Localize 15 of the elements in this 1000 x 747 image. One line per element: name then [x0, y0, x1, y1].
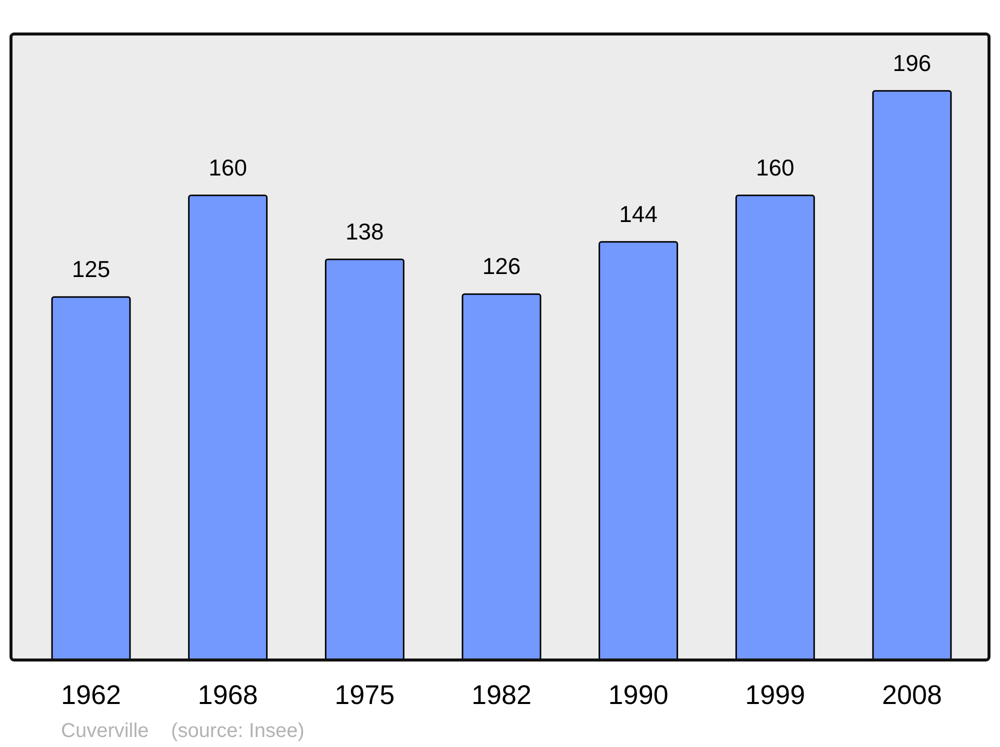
- data-label: 126: [482, 253, 521, 280]
- x-tick-label: 1975: [334, 680, 395, 710]
- data-label: 138: [345, 218, 384, 244]
- data-label: 196: [892, 50, 932, 76]
- text: Cuverville (source: Insee): [61, 720, 304, 742]
- data-label: 160: [756, 154, 794, 180]
- x-tick-label: 1990: [608, 680, 668, 710]
- x-tick-label: 1962: [60, 680, 122, 710]
- data-label: 125: [72, 256, 110, 282]
- x-tick-label: 1999: [745, 680, 806, 710]
- x-tick-label: 1968: [198, 680, 258, 710]
- x-tick-label: 2008: [882, 680, 942, 710]
- data-label: 160: [208, 154, 248, 180]
- x-tick-label: 1982: [471, 680, 532, 710]
- data-label: 144: [619, 200, 658, 227]
